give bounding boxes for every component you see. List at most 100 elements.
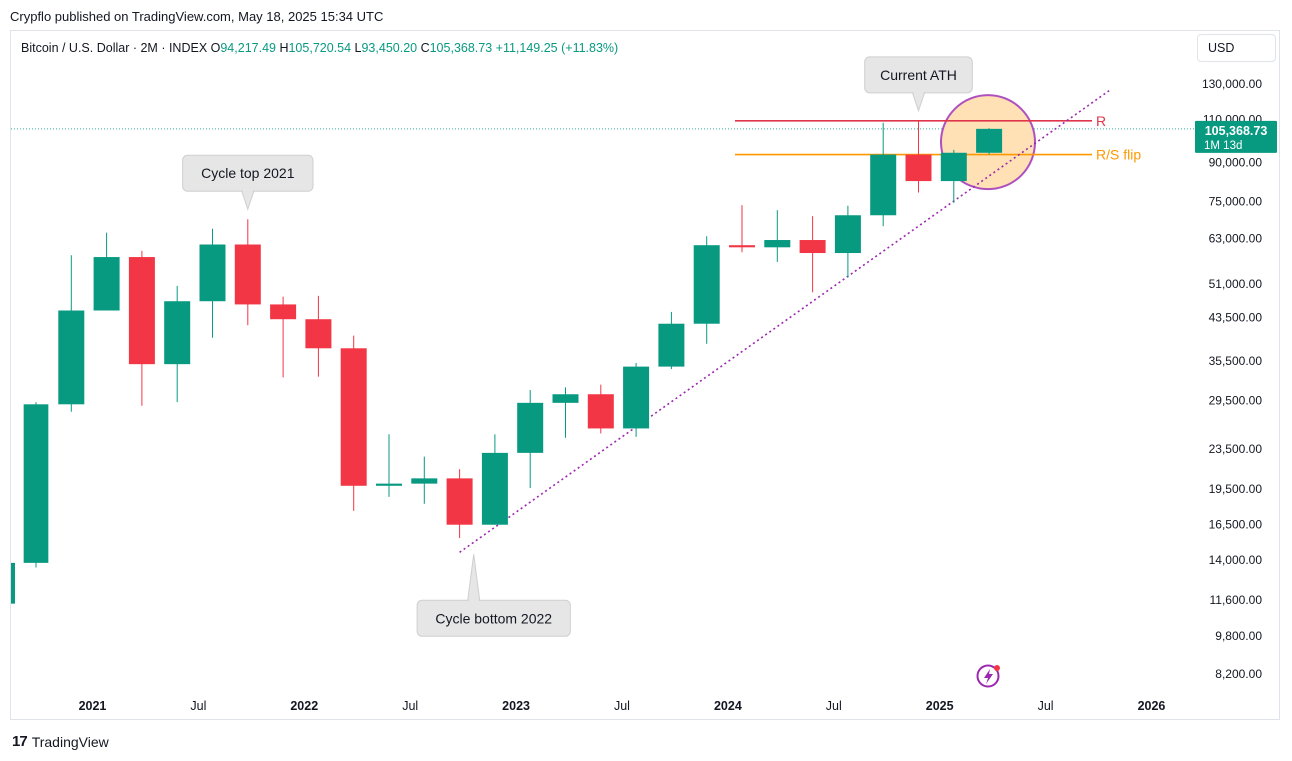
lightning-icon-bolt xyxy=(984,669,993,684)
y-axis[interactable]: 130,000.00110,000.0090,000.0075,000.0063… xyxy=(1202,77,1262,681)
candle-partial xyxy=(11,562,15,604)
callout[interactable]: Cycle top 2021 xyxy=(182,154,314,211)
y-tick-label: 23,500.00 xyxy=(1209,442,1263,456)
candle-body xyxy=(623,366,650,429)
candle[interactable] xyxy=(199,228,226,338)
x-tick-label: Jul xyxy=(402,699,418,713)
callout[interactable]: Current ATH xyxy=(864,56,973,113)
price-tag[interactable]: 105,368.73 1M 13d xyxy=(1195,120,1277,153)
candle[interactable] xyxy=(305,295,332,377)
symbol-legend[interactable]: Bitcoin / U.S. Dollar · 2M · INDEX O94,2… xyxy=(21,41,618,55)
candle-body xyxy=(234,244,261,305)
candle[interactable] xyxy=(552,387,579,438)
y-tick-label: 43,500.00 xyxy=(1209,311,1263,325)
x-tick-label: 2023 xyxy=(502,699,530,713)
callout[interactable]: Cycle bottom 2022 xyxy=(416,554,571,637)
candle[interactable] xyxy=(411,456,438,504)
candle[interactable] xyxy=(517,390,544,488)
x-axis[interactable]: 2021 Jul 2022 Jul 2023 Jul 2024 Jul 2025 Jul 2026 xyxy=(79,699,1166,713)
y-tick-label: 75,000.00 xyxy=(1209,194,1263,208)
footer-brand[interactable]: TradingView xyxy=(31,733,109,750)
x-tick-label: 2021 xyxy=(79,699,107,713)
callout-pointer xyxy=(467,554,481,601)
candle[interactable] xyxy=(870,122,897,227)
x-tick-label: 2026 xyxy=(1138,699,1166,713)
candle-body xyxy=(764,240,791,248)
candle-body xyxy=(164,301,191,365)
x-tick-label: Jul xyxy=(190,699,206,713)
candle-body xyxy=(940,152,967,182)
price-tag-value: 105,368.73 xyxy=(1205,124,1268,138)
candle-body xyxy=(587,394,614,429)
candle-body xyxy=(658,323,685,367)
candle-body xyxy=(552,394,579,403)
y-tick-label: 63,000.00 xyxy=(1209,232,1263,246)
candle[interactable] xyxy=(693,236,720,344)
x-tick-label: 2025 xyxy=(926,699,954,713)
candle-body xyxy=(834,215,861,254)
y-tick-label: 11,600.00 xyxy=(1210,593,1263,607)
candle-body xyxy=(481,452,508,525)
candle[interactable] xyxy=(905,120,932,193)
candle-body xyxy=(446,478,473,525)
candle-body xyxy=(693,245,720,324)
callout-pointer xyxy=(911,92,926,113)
candle[interactable] xyxy=(799,216,826,293)
candle[interactable] xyxy=(23,402,49,568)
candle-body xyxy=(58,310,85,405)
candle[interactable] xyxy=(58,255,85,412)
open-label: O xyxy=(211,41,221,55)
candle[interactable] xyxy=(376,434,402,497)
chart-frame xyxy=(10,30,1280,720)
candle[interactable] xyxy=(270,296,297,378)
lightning-icon-ring xyxy=(976,664,1000,688)
y-tick-label: 29,500.00 xyxy=(1209,394,1263,408)
callout-text: Current ATH xyxy=(880,67,957,83)
candle-body xyxy=(128,257,155,365)
y-tick-label: 130,000.00 xyxy=(1202,77,1262,91)
candle-body xyxy=(905,154,932,182)
currency-button[interactable]: USD xyxy=(1197,34,1276,62)
candle[interactable] xyxy=(481,434,508,525)
publish-info: Crypflo published on TradingView.com, Ma… xyxy=(10,9,384,24)
y-tick-label: 9,800.00 xyxy=(1215,629,1262,643)
candle-body xyxy=(23,404,49,563)
candle[interactable] xyxy=(587,384,614,434)
candle[interactable] xyxy=(340,335,367,511)
y-tick-label: 19,500.00 xyxy=(1209,482,1263,496)
high-label: H xyxy=(279,41,288,55)
candle[interactable] xyxy=(623,362,650,437)
x-tick-label: Jul xyxy=(614,699,630,713)
footer: 17 TradingView xyxy=(12,733,109,750)
high-value: 105,720.54 xyxy=(288,41,354,55)
trendline[interactable] xyxy=(459,90,1110,553)
candle-body xyxy=(376,483,402,486)
symbol-name: Bitcoin / U.S. Dollar · 2M · INDEX xyxy=(21,41,211,55)
y-tick-label: 90,000.00 xyxy=(1209,156,1263,170)
candle[interactable] xyxy=(729,205,755,253)
candle[interactable] xyxy=(128,250,155,406)
callout-text: Cycle bottom 2022 xyxy=(435,610,552,626)
candle[interactable] xyxy=(940,149,967,203)
candle[interactable] xyxy=(234,219,261,326)
candle[interactable] xyxy=(976,128,1003,155)
tradingview-logo-icon[interactable]: 17 xyxy=(12,733,28,750)
y-tick-label: 51,000.00 xyxy=(1209,277,1263,291)
y-tick-label: 16,500.00 xyxy=(1209,518,1263,532)
candle[interactable] xyxy=(764,210,791,262)
level-label: R/S flip xyxy=(1096,147,1141,163)
callout-text: Cycle top 2021 xyxy=(201,165,295,181)
candle-body xyxy=(729,245,755,248)
candle[interactable] xyxy=(658,311,685,370)
lightning-icon[interactable] xyxy=(976,664,1001,688)
candle[interactable] xyxy=(93,232,120,311)
y-tick-label: 35,500.00 xyxy=(1209,354,1263,368)
candle[interactable] xyxy=(446,469,473,539)
candle-body xyxy=(517,402,544,453)
x-tick-label: 2024 xyxy=(714,699,742,713)
y-tick-label: 14,000.00 xyxy=(1209,553,1263,567)
candle[interactable] xyxy=(164,285,191,403)
candle[interactable] xyxy=(834,205,861,278)
x-tick-label: 2022 xyxy=(290,699,318,713)
